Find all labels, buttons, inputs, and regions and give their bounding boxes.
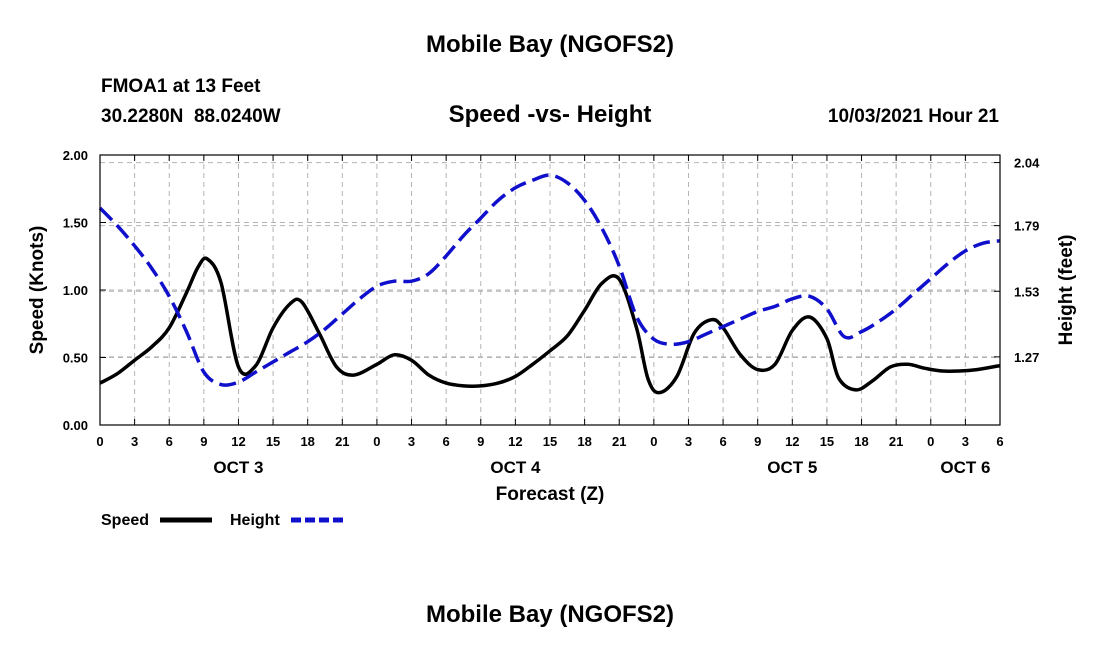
- x-tick-label: 18: [577, 434, 591, 449]
- day-label: OCT 4: [490, 458, 541, 477]
- x-tick-label: 15: [543, 434, 557, 449]
- day-label: OCT 3: [213, 458, 263, 477]
- x-tick-label: 3: [408, 434, 415, 449]
- y2-tick-label: 1.53: [1014, 284, 1039, 299]
- x-tick-label: 21: [612, 434, 626, 449]
- legend-speed-label: Speed: [101, 512, 149, 529]
- x-tick-label: 6: [166, 434, 173, 449]
- chart-title: Speed -vs- Height: [448, 101, 652, 128]
- series-lines: [98, 173, 1001, 395]
- x-tick-label: 0: [650, 434, 657, 449]
- axes: 0 3 6 9 12 15 18 21 0 3 6 9 12 15 18 21 0 3 6 9 12 15 18 21 0 3 6 0…: [63, 148, 1040, 477]
- y-tick-label: 0.00: [63, 418, 88, 433]
- y2-tick-label: 2.04: [1014, 156, 1040, 171]
- x-tick-label: 18: [854, 434, 868, 449]
- x-tick-label: 21: [889, 434, 903, 449]
- x-axis-title: Forecast (Z): [496, 484, 605, 505]
- forecast-datetime: 10/03/2021 Hour 21: [827, 106, 999, 127]
- x-tick-label: 3: [131, 434, 138, 449]
- station-coordinates: 30.2280N 88.0240W: [101, 106, 281, 127]
- x-tick-label: 6: [996, 434, 1003, 449]
- station-name: FMOA1 at 13 Feet: [101, 76, 261, 97]
- day-label: OCT 5: [767, 458, 817, 477]
- series-line-speed: [99, 256, 1001, 395]
- x-tick-label: 12: [508, 434, 522, 449]
- y-tick-label: 2.00: [63, 148, 88, 163]
- y-tick-label: 0.50: [63, 351, 88, 366]
- x-tick-label: 3: [685, 434, 692, 449]
- x-tick-label: 3: [962, 434, 969, 449]
- x-tick-label: 15: [820, 434, 834, 449]
- x-tick-label: 0: [373, 434, 380, 449]
- y2-axis-title: Height (feet): [1056, 235, 1077, 346]
- y2-tick-label: 1.79: [1014, 219, 1039, 234]
- x-tick-label: 9: [200, 434, 207, 449]
- day-label: OCT 6: [940, 458, 990, 477]
- y2-tick-label: 1.27: [1014, 350, 1039, 365]
- footer-title: Mobile Bay (NGOFS2): [425, 601, 675, 628]
- x-tick-label: 15: [266, 434, 280, 449]
- y-tick-label: 1.00: [63, 283, 88, 298]
- y-axis-title: Speed (Knots): [27, 226, 48, 355]
- x-tick-label: 21: [335, 434, 349, 449]
- x-tick-label: 6: [719, 434, 726, 449]
- x-tick-label: 9: [754, 434, 761, 449]
- legend-height-label: Height: [230, 512, 280, 529]
- page-title: Mobile Bay (NGOFS2): [425, 31, 675, 58]
- x-tick-label: 0: [96, 434, 103, 449]
- legend: Speed Height: [101, 512, 343, 529]
- x-tick-label: 0: [927, 434, 934, 449]
- x-tick-label: 12: [231, 434, 245, 449]
- x-tick-label: 6: [443, 434, 450, 449]
- series-line-height: [98, 173, 1001, 387]
- x-tick-label: 9: [477, 434, 484, 449]
- x-tick-label: 12: [785, 434, 799, 449]
- x-tick-label: 18: [300, 434, 314, 449]
- y-tick-label: 1.50: [63, 216, 88, 231]
